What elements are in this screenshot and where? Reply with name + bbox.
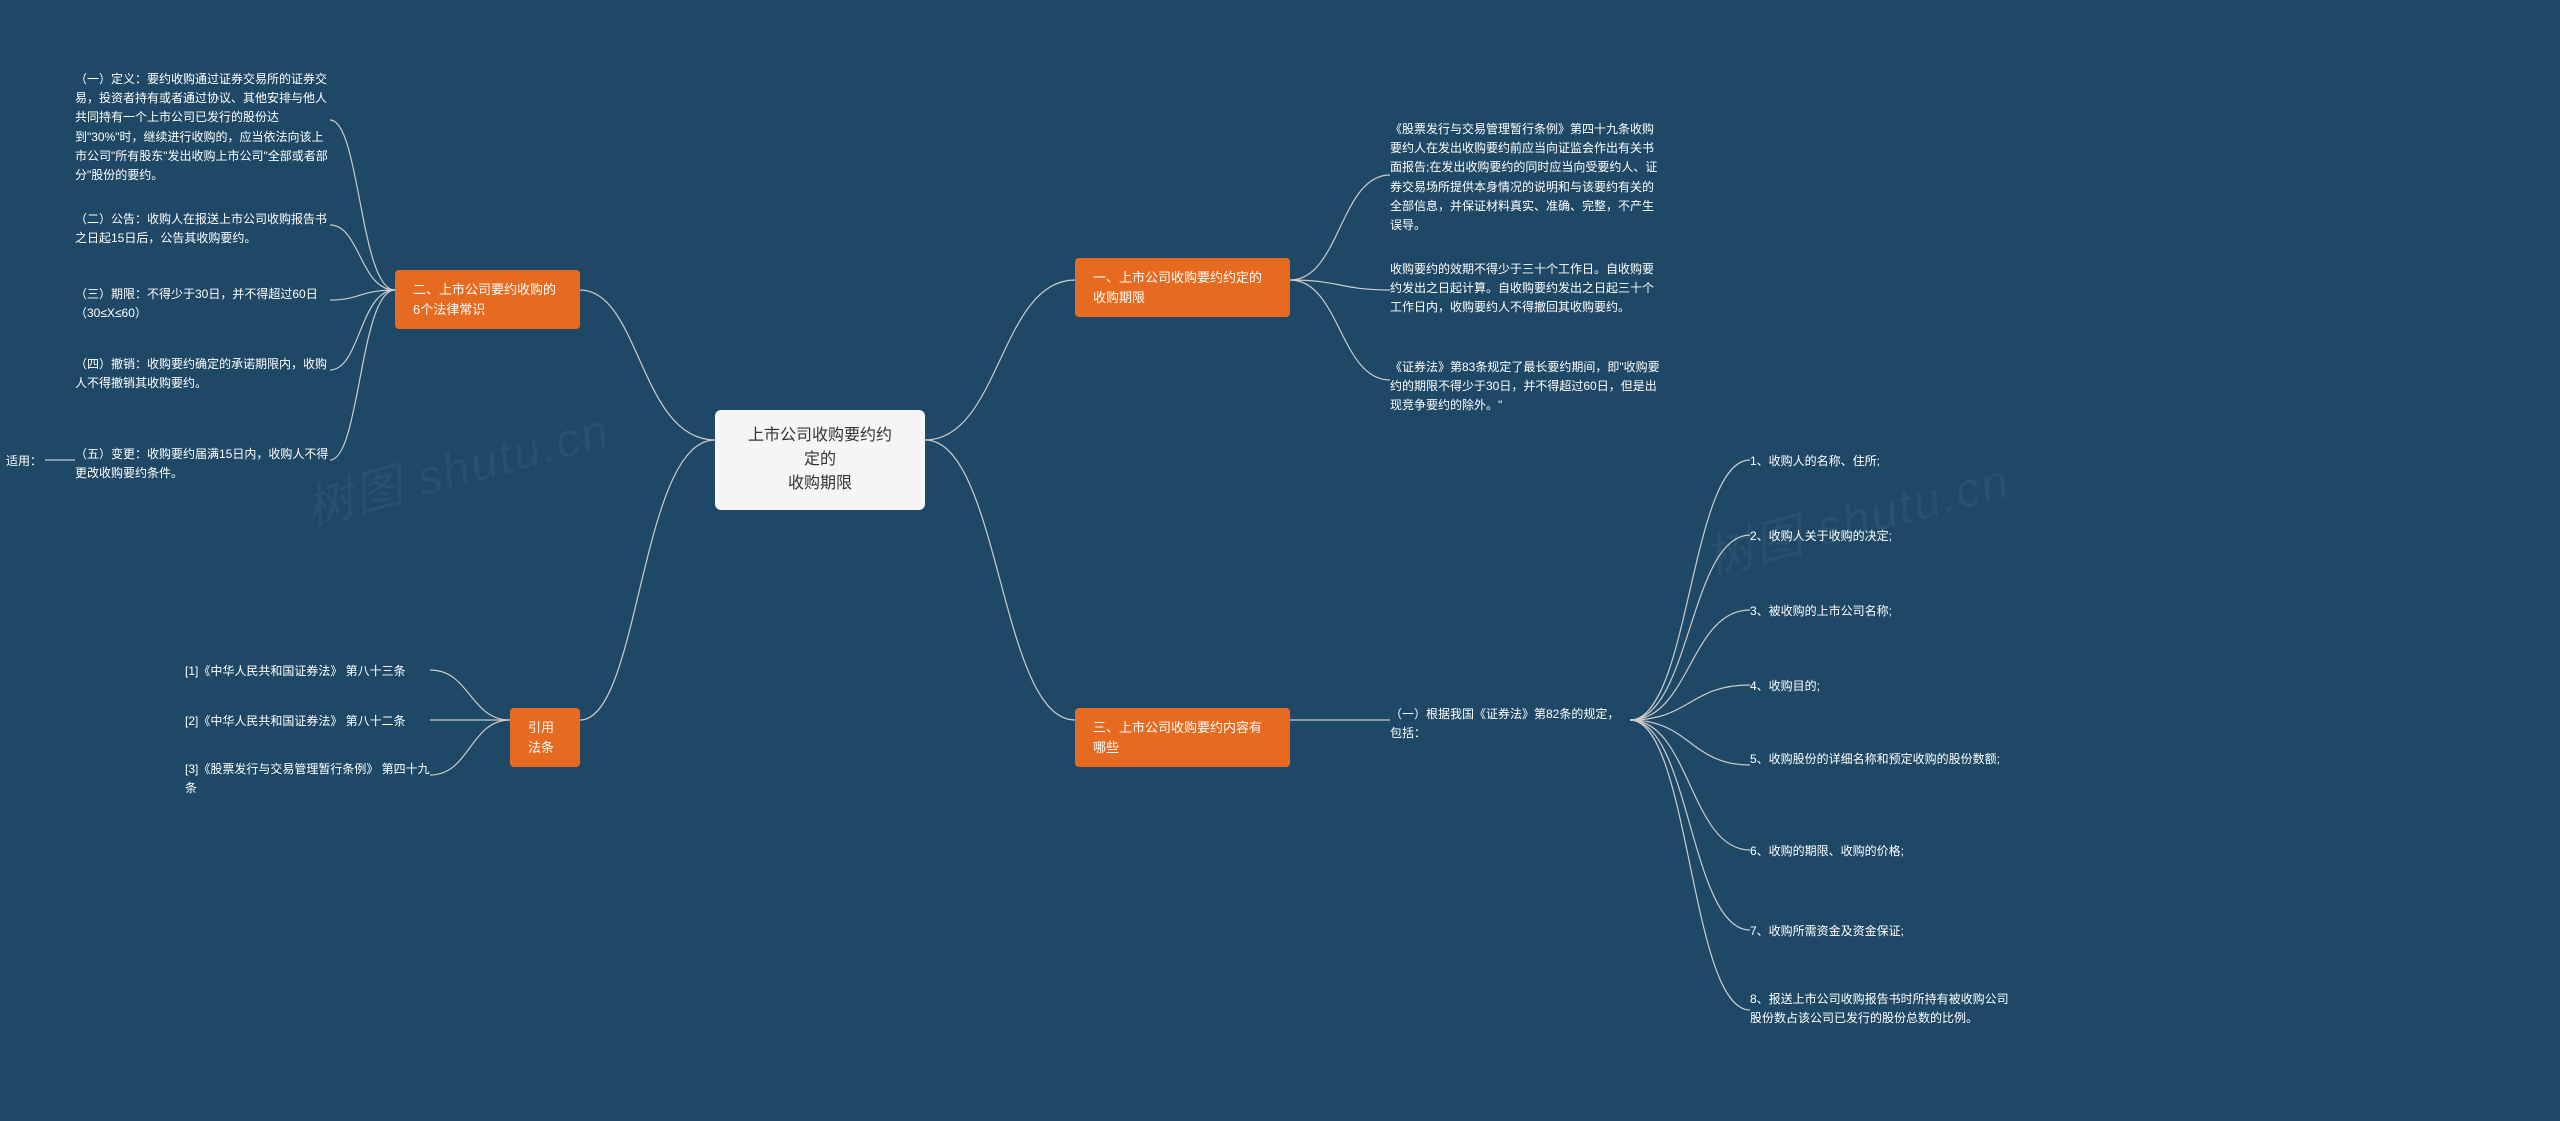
branch1-leaf-a: 《股票发行与交易管理暂行条例》第四十九条收购要约人在发出收购要约前应当向证监会作… [1390,120,1660,235]
branch2-leaf-b: （二）公告：收购人在报送上市公司收购报告书之日起15日后，公告其收购要约。 [75,210,330,248]
branch2-leaf-c: （三）期限：不得少于30日，并不得超过60日（30≤X≤60） [75,285,330,323]
ref-item-3: [3]《股票发行与交易管理暂行条例》 第四十九条 [185,760,430,798]
branch2-leaf-f-label: （六）适用： [0,452,42,471]
branch-1: 一、上市公司收购要约约定的收购期限 [1075,258,1290,317]
branch-3: 三、上市公司收购要约内容有哪些 [1075,708,1290,767]
ref-item-2: [2]《中华人民共和国证券法》 第八十二条 [185,712,406,731]
center-node: 上市公司收购要约约定的 收购期限 [715,410,925,510]
branch1-leaf-c: 《证券法》第83条规定了最长要约期间，即"收购要约的期限不得少于30日，并不得超… [1390,358,1660,416]
branch3-item-3: 3、被收购的上市公司名称; [1750,602,1892,621]
branch3-item-6: 6、收购的期限、收购的价格; [1750,842,1904,861]
branch3-item-5: 5、收购股份的详细名称和预定收购的股份数额; [1750,750,2000,769]
branch1-leaf-b: 收购要约的效期不得少于三十个工作日。自收购要约发出之日起计算。自收购要约发出之日… [1390,260,1660,318]
branch-2: 二、上市公司要约收购的6个法律常识 [395,270,580,329]
branch3-item-8: 8、报送上市公司收购报告书时所持有被收购公司股份数占该公司已发行的股份总数的比例… [1750,990,2020,1028]
branch3-item-7: 7、收购所需资金及资金保证; [1750,922,1904,941]
center-line2: 收购期限 [743,472,897,496]
ref-item-1: [1]《中华人民共和国证券法》 第八十三条 [185,662,406,681]
branch3-item-4: 4、收购目的; [1750,677,1820,696]
center-line1: 上市公司收购要约约定的 [743,424,897,472]
branch3-sublabel: （一）根据我国《证券法》第82条的规定，包括： [1390,705,1630,743]
branch-ref: 引用法条 [510,708,580,767]
branch2-leaf-a: （一）定义：要约收购通过证券交易所的证券交易，投资者持有或者通过协议、其他安排与… [75,70,330,185]
branch2-leaf-e: （五）变更：收购要约届满15日内，收购人不得更改收购要约条件。 [75,445,330,483]
branch3-item-2: 2、收购人关于收购的决定; [1750,527,1892,546]
connector-lines [0,0,2560,1121]
watermark: 树图 shutu.cn [296,391,616,540]
branch3-item-1: 1、收购人的名称、住所; [1750,452,1880,471]
branch2-leaf-d: （四）撤销：收购要约确定的承诺期限内，收购人不得撤销其收购要约。 [75,355,330,393]
